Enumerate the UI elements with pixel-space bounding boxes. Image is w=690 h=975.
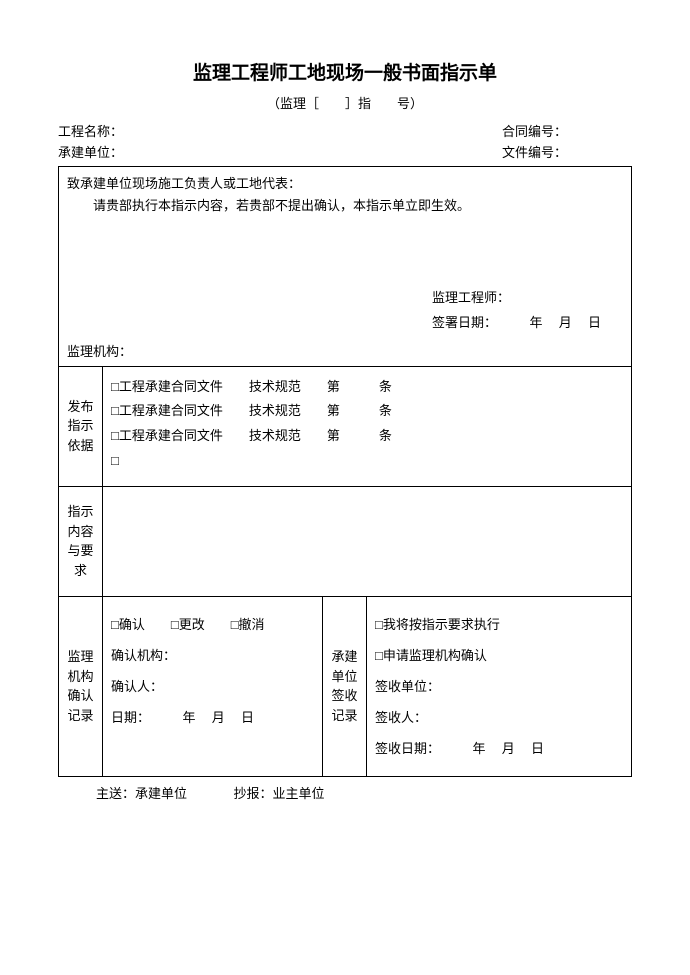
basis-line-3: □工程承建合同文件 技术规范 第 条: [111, 424, 623, 449]
engineer-label: 监理工程师：: [432, 286, 601, 311]
doc-no-label: 文件编号：: [502, 143, 632, 164]
receipt-label: 承建单位签收记录: [323, 596, 367, 776]
confirm-person-label: 确认人：: [111, 671, 314, 702]
supervision-org-label: 监理机构：: [67, 341, 132, 360]
instruction-section: 致承建单位现场施工负责人或工地代表： 请贵部执行本指示内容，若贵部不提出确认，本…: [59, 166, 632, 366]
footer-line: 主送：承建单位 抄报：业主单位: [58, 783, 632, 802]
form-title: 监理工程师工地现场一般书面指示单: [58, 58, 632, 85]
receipt-unit-label: 签收单位：: [375, 671, 623, 702]
requirement-label: 指示内容与要求: [59, 486, 103, 596]
basis-line-2: □工程承建合同文件 技术规范 第 条: [111, 399, 623, 424]
basis-line-4: □: [111, 449, 623, 474]
basis-line-1: □工程承建合同文件 技术规范 第 条: [111, 375, 623, 400]
sign-date-label: 签署日期： 年 月 日: [432, 311, 601, 336]
receipt-date-label: 签收日期： 年 月 日: [375, 733, 623, 764]
basis-content: □工程承建合同文件 技术规范 第 条 □工程承建合同文件 技术规范 第 条 □工…: [103, 366, 632, 486]
form-subtitle: （监理［ ］指 号）: [58, 93, 632, 112]
confirm-date-label: 日期： 年 月 日: [111, 702, 314, 733]
instruction-addressee: 致承建单位现场施工负责人或工地代表：: [67, 173, 623, 195]
requirement-content: [103, 486, 632, 596]
main-form-table: 致承建单位现场施工负责人或工地代表： 请贵部执行本指示内容，若贵部不提出确认，本…: [58, 166, 632, 777]
cc-to: 抄报：业主单位: [234, 786, 325, 801]
contract-no-label: 合同编号：: [502, 122, 632, 143]
header-row-1: 工程名称： 合同编号：: [58, 122, 632, 143]
confirm-label: 监理机构确认记录: [59, 596, 103, 776]
confirm-options: □确认 □更改 □撤消: [111, 609, 314, 640]
receipt-option-2: □申请监理机构确认: [375, 640, 623, 671]
basis-label: 发布指示依据: [59, 366, 103, 486]
send-to: 主送：承建单位: [96, 786, 187, 801]
project-name-label: 工程名称：: [58, 122, 502, 143]
confirm-content: □确认 □更改 □撤消 确认机构： 确认人： 日期： 年 月 日: [103, 596, 323, 776]
receipt-content: □我将按指示要求执行 □申请监理机构确认 签收单位： 签收人： 签收日期： 年 …: [367, 596, 632, 776]
receipt-option-1: □我将按指示要求执行: [375, 609, 623, 640]
engineer-sign-block: 监理工程师： 签署日期： 年 月 日: [432, 286, 601, 335]
header-row-2: 承建单位： 文件编号：: [58, 143, 632, 164]
form-page: 监理工程师工地现场一般书面指示单 （监理［ ］指 号） 工程名称： 合同编号： …: [0, 0, 690, 802]
contractor-label: 承建单位：: [58, 143, 502, 164]
receipt-person-label: 签收人：: [375, 702, 623, 733]
instruction-body: 请贵部执行本指示内容，若贵部不提出确认，本指示单立即生效。: [67, 195, 623, 217]
confirm-org-label: 确认机构：: [111, 640, 314, 671]
